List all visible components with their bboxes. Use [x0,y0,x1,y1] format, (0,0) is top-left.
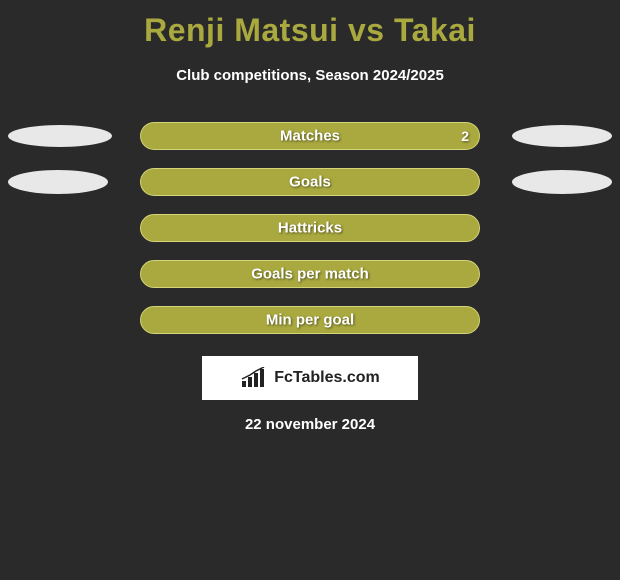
bar-wrap: Min per goal [140,306,480,334]
bar-full: Min per goal [140,306,480,334]
stat-row: Goals [0,168,620,196]
bar-chart-icon [240,367,268,389]
bar-left [140,168,310,196]
bar-right-value: 2 [461,128,469,144]
logo-text: FcTables.com [274,369,380,387]
bar-full: Hattricks [140,214,480,242]
stat-row: Hattricks [0,214,620,242]
fctables-logo-link[interactable]: FcTables.com [202,356,418,400]
bar-left [140,122,310,150]
stat-row: Goals per match [0,260,620,288]
stat-row: 2 Matches [0,122,620,150]
right-ellipse [512,170,612,194]
bar-right [310,168,480,196]
stat-label: Goals per match [251,266,369,283]
left-ellipse [8,170,108,194]
comparison-infographic: Renji Matsui vs Takai Club competitions,… [0,0,620,433]
bar-right: 2 [310,122,480,150]
bar-full: Goals per match [140,260,480,288]
page-title: Renji Matsui vs Takai [144,12,476,49]
stat-label: Hattricks [278,220,342,237]
stat-label: Min per goal [266,312,354,329]
bar-wrap: Hattricks [140,214,480,242]
left-ellipse [8,125,112,147]
bar-wrap: Goals per match [140,260,480,288]
stat-row: Min per goal [0,306,620,334]
bar-wrap: 2 Matches [140,122,480,150]
subtitle: Club competitions, Season 2024/2025 [176,67,444,84]
date-text: 22 november 2024 [245,416,375,433]
stat-rows: 2 Matches Goals Hattricks [0,122,620,334]
bar-wrap: Goals [140,168,480,196]
right-ellipse [512,125,612,147]
